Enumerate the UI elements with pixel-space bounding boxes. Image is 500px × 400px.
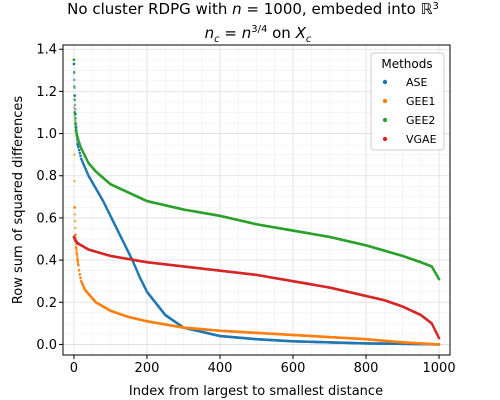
x-tick-label: 400 — [208, 361, 233, 376]
y-tick-label: 0.4 — [36, 254, 57, 269]
y-tick-label: 1.2 — [36, 85, 57, 100]
data-point — [73, 219, 77, 223]
x-tick-label: 600 — [281, 361, 306, 376]
legend-marker-gee2 — [382, 117, 388, 123]
data-point — [73, 84, 76, 88]
data-point — [73, 179, 76, 183]
data-point — [74, 125, 77, 128]
plot-frame — [62, 44, 451, 356]
title-exponent: 3/4 — [251, 24, 267, 35]
y-tick-label: 1.0 — [36, 127, 57, 142]
data-point — [73, 116, 77, 120]
data-point — [79, 144, 82, 148]
data-point — [72, 105, 76, 109]
data-point — [77, 148, 81, 152]
legend-label-gee2: GEE2 — [406, 114, 435, 127]
title-nc-sub: c — [214, 34, 220, 45]
title-part-1: No cluster RDPG with — [67, 0, 232, 18]
legend-label-vgae: VGAE — [406, 133, 437, 146]
legend-box — [370, 52, 445, 151]
y-tick-label: 1.4 — [36, 43, 57, 58]
legend-marker-ase — [382, 79, 388, 85]
data-point — [78, 142, 82, 146]
y-tick-label: 0.8 — [36, 169, 57, 184]
data-point — [437, 343, 441, 346]
x-axis-label: Index from largest to smallest distance — [129, 384, 383, 399]
data-point — [76, 262, 80, 266]
y-tick-label: 0.0 — [36, 338, 57, 353]
legend: Methods ASE GEE1 GEE2 VGAE — [370, 52, 445, 151]
legend-label-ase: ASE — [406, 76, 428, 89]
data-point — [73, 113, 77, 117]
data-point — [76, 145, 80, 148]
data-point — [79, 154, 82, 158]
data-point — [73, 78, 76, 82]
x-tick-label: 800 — [354, 361, 379, 376]
data-point — [73, 226, 77, 230]
legend-items: ASE GEE1 GEE2 VGAE — [382, 76, 437, 146]
data-point — [73, 212, 77, 216]
title-eq: = — [220, 24, 242, 42]
axis-ticks: 0 200 400 600 800 1000 0.0 0.2 0.4 0.6 0.8 1.0 1.2 1.… — [36, 43, 455, 376]
title-part-2: = 1000, embeded into ℝ — [242, 0, 433, 18]
chart-title-line2: nc = n3/4 on Xc — [205, 24, 312, 45]
title-n2-var: n — [242, 24, 252, 42]
title-superscript: 3 — [432, 1, 438, 12]
legend-marker-vgae — [382, 136, 388, 142]
legend-label-gee1: GEE1 — [406, 95, 435, 108]
y-axis-label: Row sum of squared differences — [11, 96, 26, 305]
data-point — [78, 151, 82, 155]
title-on: on — [267, 24, 295, 42]
data-point — [78, 273, 82, 276]
data-point — [437, 336, 441, 340]
series-ase — [72, 62, 441, 346]
legend-marker-gee1 — [382, 98, 388, 104]
x-tick-label: 0 — [70, 361, 78, 376]
data-points — [72, 58, 441, 346]
title-x-var: X — [295, 24, 307, 42]
data-point — [73, 111, 76, 114]
y-tick-label: 0.2 — [36, 296, 57, 311]
title-xc-sub: c — [306, 34, 312, 45]
data-point — [72, 62, 76, 66]
data-point — [74, 233, 77, 237]
data-point — [437, 277, 441, 281]
data-point — [73, 98, 76, 101]
data-point — [77, 140, 81, 144]
data-point — [73, 103, 77, 107]
data-point — [79, 276, 82, 280]
legend-title: Methods — [381, 57, 432, 71]
data-point — [76, 242, 80, 245]
title-nc-var: n — [205, 24, 215, 42]
series-gee2 — [72, 58, 441, 281]
data-point — [73, 206, 76, 209]
data-point — [73, 94, 76, 97]
data-point — [73, 108, 77, 111]
series-vgae — [72, 235, 441, 340]
data-point — [77, 268, 81, 272]
x-tick-label: 1000 — [423, 361, 456, 376]
chart-title-line1: No cluster RDPG with n = 1000, embeded i… — [67, 0, 439, 18]
data-point — [73, 153, 76, 156]
data-point — [72, 58, 76, 62]
y-tick-label: 0.6 — [36, 211, 57, 226]
data-point — [76, 138, 80, 141]
data-point — [74, 122, 77, 126]
data-point — [73, 119, 77, 123]
x-tick-label: 200 — [135, 361, 160, 376]
data-point — [72, 71, 76, 75]
title-n-var: n — [232, 0, 242, 18]
